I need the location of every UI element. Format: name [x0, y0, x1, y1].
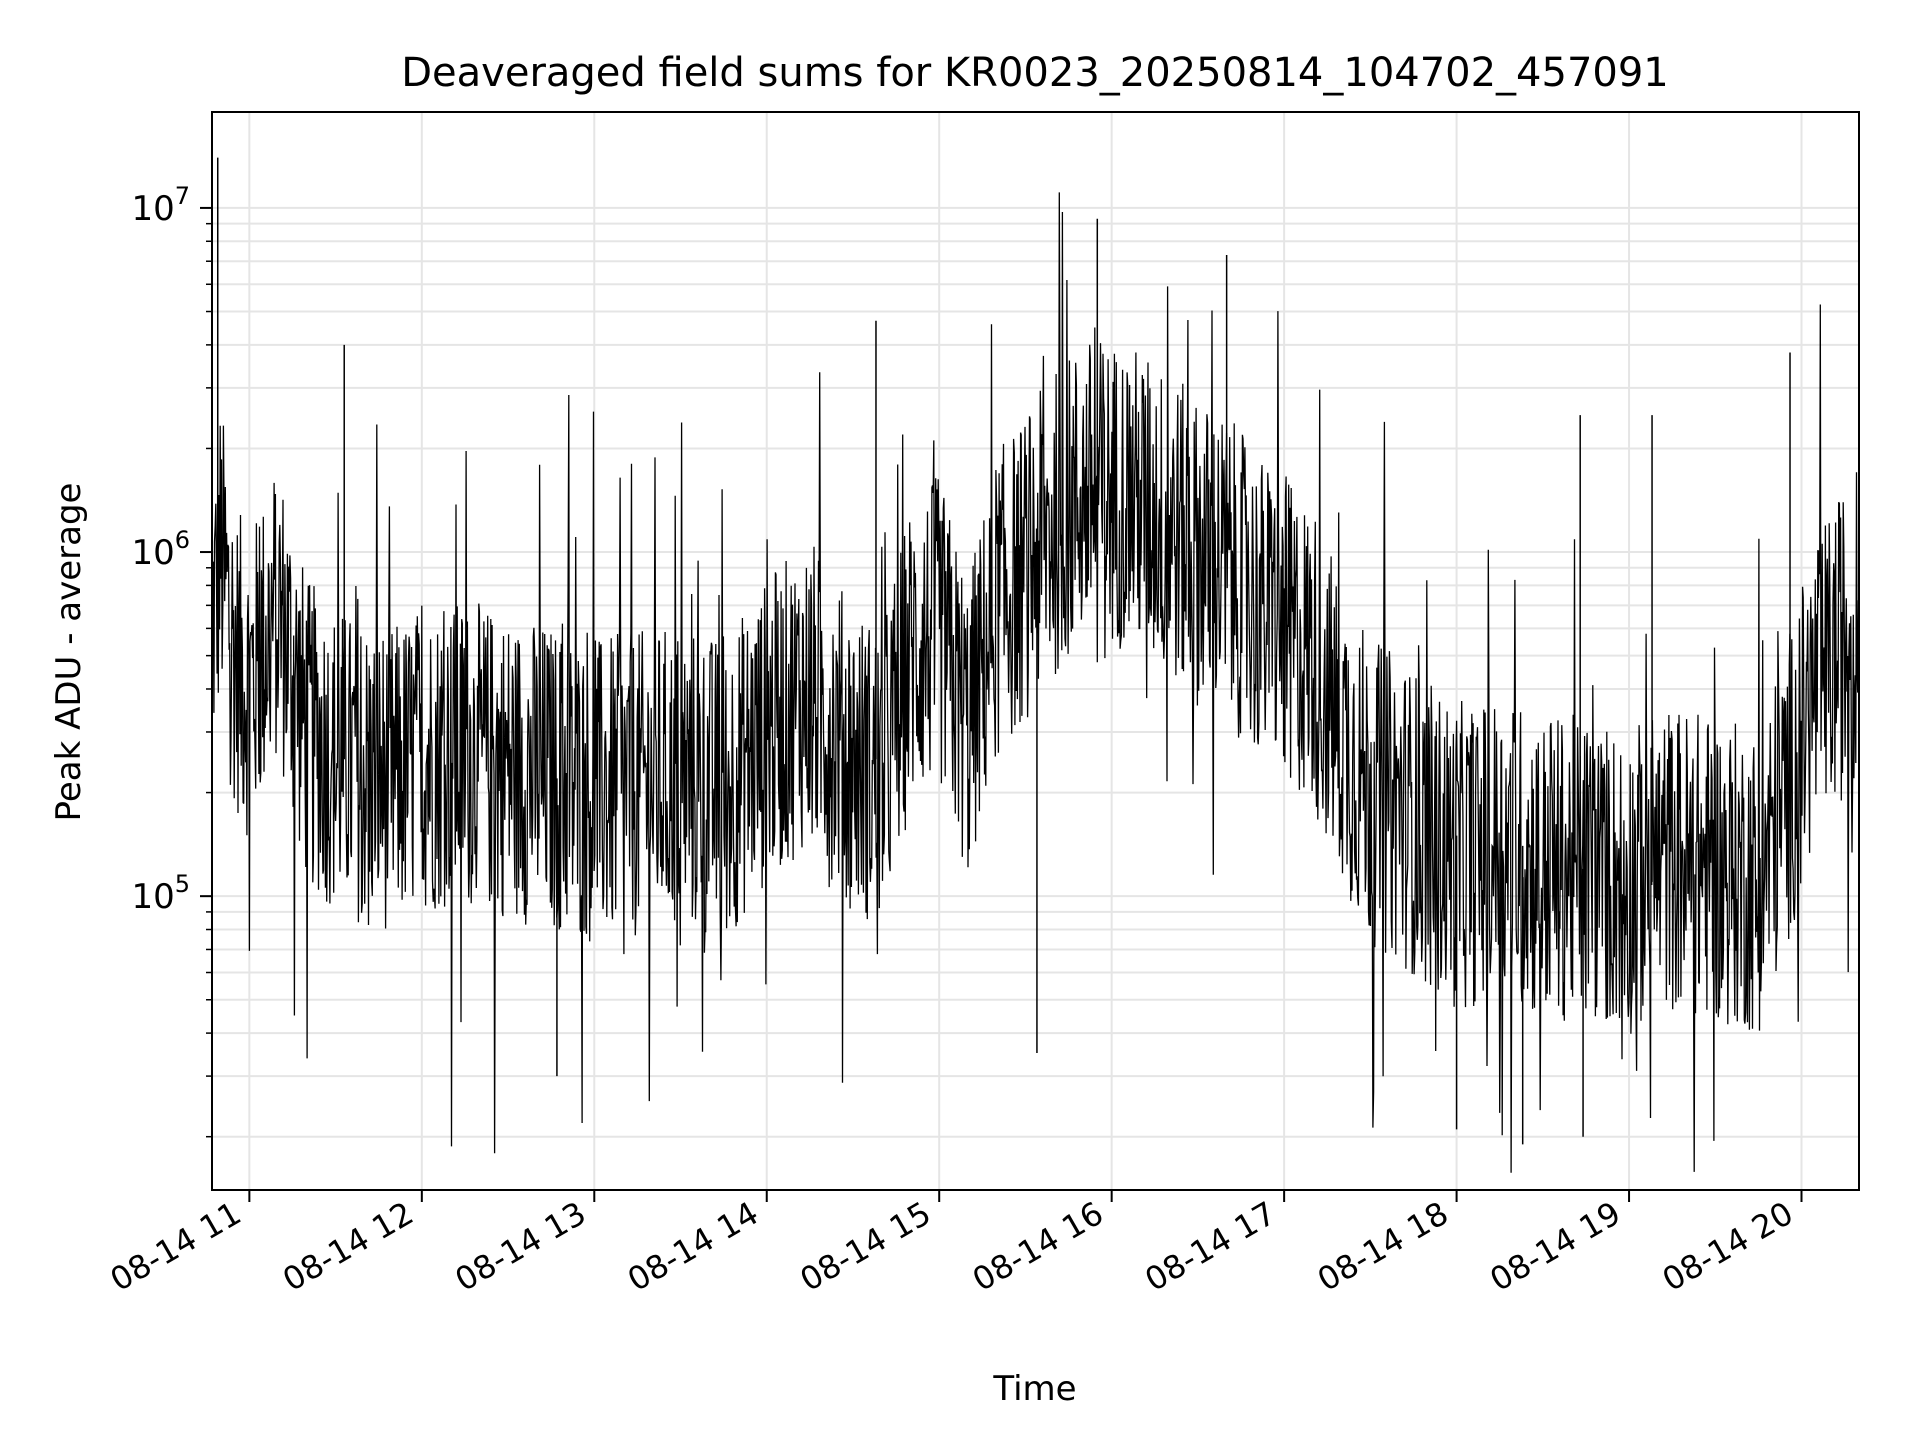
- x-axis-label: Time: [992, 1369, 1076, 1409]
- chart-title: Deaveraged field sums for KR0023_2025081…: [401, 50, 1669, 96]
- y-tick-exponent: 6: [175, 526, 190, 554]
- y-tick-exponent: 7: [175, 182, 190, 210]
- y-tick-exponent: 5: [175, 870, 190, 898]
- y-tick-label: 106: [131, 526, 190, 573]
- y-axis-label: Peak ADU - average: [49, 483, 89, 822]
- series-layer: [211, 157, 1860, 1173]
- x-grid: [248, 112, 1803, 1190]
- y-tick-label: 105: [131, 870, 190, 917]
- y-tick-label: 107: [131, 182, 190, 229]
- y-tick-base: 10: [131, 189, 174, 229]
- y-tick-base: 10: [131, 533, 174, 573]
- plot-frame: [211, 111, 1860, 1191]
- series-line: [211, 192, 1860, 1173]
- y-tick-base: 10: [131, 877, 174, 917]
